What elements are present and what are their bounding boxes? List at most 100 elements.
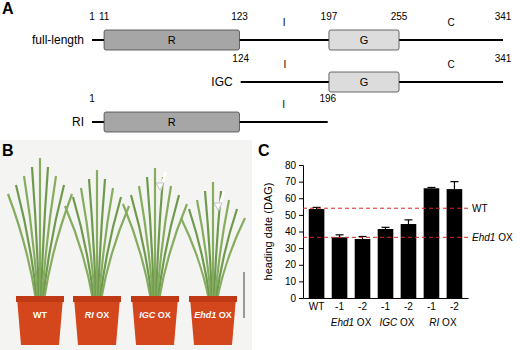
- leaf: [215, 200, 229, 300]
- domain-box: [329, 30, 399, 50]
- tick-mark: [299, 165, 303, 166]
- axis-line: [299, 166, 304, 299]
- region-name: C: [447, 17, 454, 28]
- domain-box: [104, 112, 239, 132]
- panel-a: Afull-length111123197255341RIGCIGC124341…: [2, 0, 512, 132]
- label-part: OX: [397, 317, 415, 328]
- plot-area: [303, 182, 468, 298]
- arrow-head: [214, 203, 222, 210]
- tick: 0: [290, 293, 303, 304]
- leaf: [217, 218, 245, 300]
- tick: 20: [285, 259, 303, 270]
- tick-label: 40: [285, 226, 297, 237]
- error-bar: [427, 187, 435, 189]
- tick-mark: [299, 198, 303, 199]
- tick: -2: [404, 301, 413, 312]
- tick-label: -2: [450, 301, 459, 312]
- error-bar-cap: [404, 219, 412, 220]
- construct: RI1196RI: [72, 93, 336, 132]
- bar: [401, 224, 417, 298]
- position-label: 123: [231, 11, 248, 22]
- position-label: 1: [89, 93, 95, 104]
- tick: -1: [427, 301, 436, 312]
- label-part: OX: [94, 310, 110, 320]
- pot-rim: [73, 296, 121, 302]
- tick-label: 30: [285, 243, 297, 254]
- label-part: Ehd1: [472, 232, 495, 243]
- construct-name: RI: [72, 115, 84, 129]
- leaf: [159, 204, 187, 300]
- position-label: 341: [495, 53, 512, 64]
- tick-label: -1: [335, 301, 344, 312]
- construct-name: IGC: [211, 75, 233, 89]
- leaf: [147, 177, 154, 300]
- panel-b: BWTRI OXIGC OXEhd1 OX: [0, 140, 252, 350]
- label-part: OX: [495, 232, 513, 243]
- plant: IGC OX: [123, 168, 187, 345]
- photo-background: [0, 140, 252, 350]
- tick: 50: [285, 210, 303, 221]
- label-part: OX: [216, 310, 232, 320]
- pot-rim: [189, 296, 237, 302]
- position-label: 197: [321, 11, 338, 22]
- label-part: Ehd1: [194, 310, 216, 320]
- domain-name: G: [360, 34, 369, 46]
- position-label: 196: [319, 93, 336, 104]
- label-part: OX: [155, 310, 171, 320]
- label-part: IGC: [139, 310, 156, 320]
- tick: 80: [285, 160, 303, 171]
- group-label: IGC OX: [379, 317, 414, 328]
- scale-bar: [243, 272, 245, 318]
- error-bar-cap: [336, 234, 344, 235]
- pot-label: Ehd1 OX: [194, 310, 232, 320]
- error-bar: [404, 220, 412, 224]
- position-label: 255: [391, 11, 408, 22]
- arrow-head: [156, 183, 164, 190]
- label-part: RI: [429, 317, 439, 328]
- reference-line: [303, 208, 468, 209]
- group-label: Ehd1 OX: [331, 317, 372, 328]
- reference-label: WT: [472, 203, 488, 214]
- construct: full-length111123197255341RIGC: [32, 11, 512, 50]
- construct-name: full-length: [32, 33, 84, 47]
- tick: 60: [285, 193, 303, 204]
- panel-label: C: [258, 142, 270, 159]
- reference-line: [303, 237, 468, 238]
- domain-name: G: [360, 76, 369, 88]
- axis-title: heading date (DAG): [262, 183, 274, 281]
- region-name: I: [283, 59, 286, 70]
- label-part: IGC: [379, 317, 398, 328]
- pot-label: WT: [33, 310, 47, 320]
- position-label: 1: [89, 11, 95, 22]
- error-bar-cap: [450, 181, 458, 182]
- tick-label: 20: [285, 259, 297, 270]
- x-axis: WT-1-2-1-2-1-2: [304, 299, 469, 313]
- pot: [17, 298, 63, 345]
- error-bar-cap: [427, 187, 435, 188]
- pot: [74, 298, 120, 345]
- tick-label: -1: [381, 301, 390, 312]
- tick-label: 80: [285, 160, 297, 171]
- panel-label: A: [2, 0, 14, 17]
- domain-name: R: [168, 116, 176, 128]
- tick-label: 70: [285, 176, 297, 187]
- tick: -1: [381, 301, 390, 312]
- bar: [355, 239, 371, 298]
- bar: [332, 237, 348, 298]
- y-axis: 0 10 20 30 40 50 60 70 80: [285, 160, 304, 304]
- tick-mark: [299, 265, 303, 266]
- arrow: [214, 192, 224, 210]
- tick-mark: [299, 232, 303, 233]
- plant: Ehd1 OX: [181, 182, 245, 345]
- tick: -2: [358, 301, 367, 312]
- position-label: 124: [232, 53, 249, 64]
- tick-mark: [299, 298, 303, 299]
- tick-label: 10: [285, 276, 297, 287]
- tick-mark: [299, 281, 303, 282]
- axis-line: [304, 298, 469, 299]
- tick: -2: [450, 301, 459, 312]
- tick-label: 60: [285, 193, 297, 204]
- pot: [132, 298, 178, 345]
- region-name: I: [282, 99, 285, 110]
- pot-label: RI OX: [85, 310, 110, 320]
